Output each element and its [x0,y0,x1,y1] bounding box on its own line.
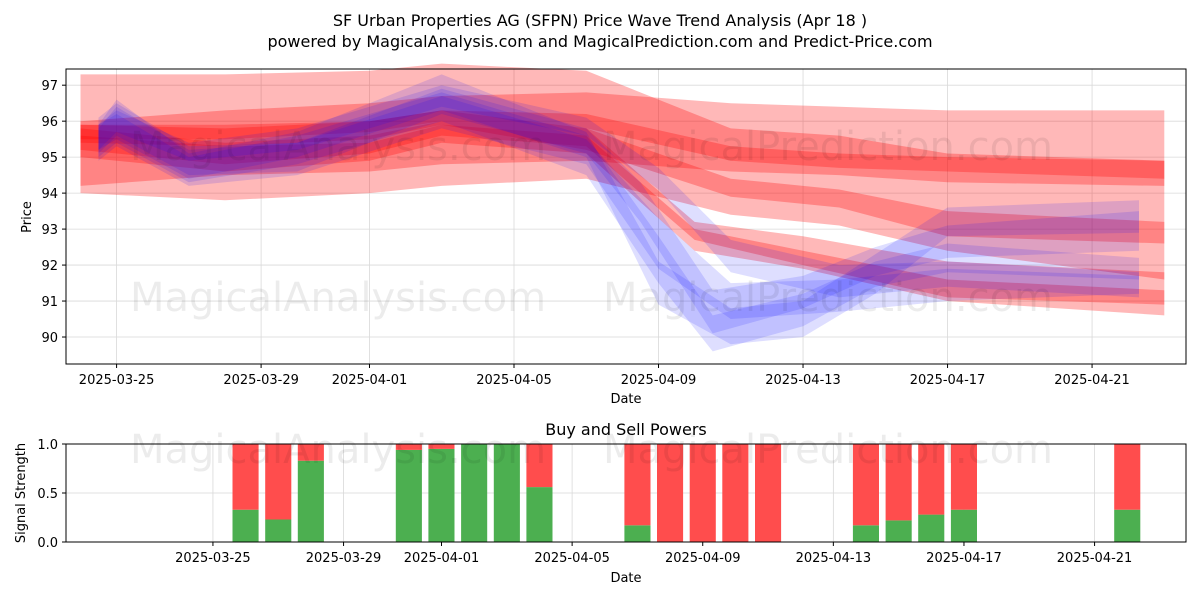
power-xtick-label-5: 2025-04-13 [796,551,872,566]
price-y-label: Price [20,201,35,233]
buy-bar-2025-04-14 [852,525,879,542]
watermark-analysis-bottom: MagicalAnalysis.com [130,427,546,473]
red-band-5 [80,124,1165,305]
price-xtick-label-0: 2025-03-25 [79,373,155,388]
watermark-prediction-top: MagicalPrediction.com [603,124,1053,170]
blue-band-2 [98,85,1139,298]
power-y-label: Signal Strength [14,443,29,543]
price-xtick-label-3: 2025-04-05 [476,373,552,388]
watermark-prediction-bottom: MagicalPrediction.com [603,427,1053,473]
power-ytick-label-0: 0.0 [37,536,58,551]
buy-bar-2025-04-04 [526,487,553,542]
power-xtick-label-1: 2025-03-29 [306,551,382,566]
price-ytick-label-3: 93 [41,223,58,238]
blue-wave-bands [98,74,1139,352]
power-xtick-label-3: 2025-04-05 [534,551,610,566]
power-chart: Buy and Sell Powers MagicalAnalysis.com … [14,420,1187,586]
power-xtick-label-2: 2025-04-01 [404,551,480,566]
buy-bar-2025-03-31 [395,449,422,542]
power-x-ticks: 2025-03-25 2025-03-29 2025-04-01 2025-04-05… [175,542,1132,566]
power-bars [232,444,1141,542]
sell-bar-2025-04-17 [950,444,977,510]
watermark-prediction-mid: MagicalPrediction.com [603,275,1053,321]
price-xtick-label-5: 2025-04-13 [765,373,841,388]
sell-bar-2025-03-26 [232,444,259,510]
red-band-2 [80,63,1165,280]
red-band-0 [80,110,1165,244]
blue-band-4 [98,74,1139,345]
sell-bar-2025-04-10 [722,444,749,542]
watermark-analysis-mid: MagicalAnalysis.com [130,275,546,321]
price-ytick-label-1: 91 [41,295,58,310]
price-xtick-label-6: 2025-04-17 [910,373,986,388]
price-grid [66,69,1186,364]
price-xtick-label-2: 2025-04-01 [332,373,408,388]
sell-bar-2025-04-04 [526,444,553,488]
sell-bar-2025-04-22 [1114,444,1141,510]
chart-subtitle: powered by MagicalAnalysis.com and Magic… [267,32,932,51]
power-xtick-label-4: 2025-04-09 [665,551,741,566]
sell-bar-2025-04-07 [624,444,651,526]
power-ytick-label-1: 0.5 [37,487,58,502]
power-xtick-label-7: 2025-04-21 [1057,551,1133,566]
sell-bar-2025-04-01 [428,444,455,449]
price-ytick-label-0: 90 [41,331,58,346]
buy-bar-2025-03-27 [265,519,292,542]
buy-bar-2025-04-22 [1114,509,1141,542]
sell-bar-2025-04-08 [657,444,684,542]
red-band-3 [80,92,1165,186]
price-ytick-label-7: 97 [41,79,58,94]
sell-bar-2025-04-16 [918,444,945,515]
power-ytick-label-2: 1.0 [37,438,58,453]
power-x-label: Date [610,571,641,586]
price-ytick-label-5: 95 [41,151,58,166]
sell-bar-2025-03-31 [395,444,422,450]
buy-bar-2025-04-17 [950,509,977,542]
chart-title: SF Urban Properties AG (SFPN) Price Wave… [333,11,867,30]
price-y-ticks: 90 91 92 93 94 95 96 97 [41,79,66,346]
red-band-1 [80,110,1165,179]
price-chart: MagicalAnalysis.com MagicalPrediction.co… [20,63,1187,407]
power-y-ticks: 0.0 0.5 1.0 [37,438,66,551]
price-ytick-label-2: 92 [41,259,58,274]
buy-bar-2025-03-28 [297,460,324,542]
price-xtick-label-1: 2025-03-29 [223,373,299,388]
sell-bar-2025-04-09 [689,444,716,542]
power-xtick-label-0: 2025-03-25 [175,551,251,566]
price-x-ticks: 2025-03-25 2025-03-29 2025-04-01 2025-04-05… [79,364,1130,388]
sell-bar-2025-04-15 [885,444,912,521]
buy-bar-2025-04-16 [918,514,945,542]
watermark-analysis-top: MagicalAnalysis.com [130,124,546,170]
blue-band-0 [98,88,1139,334]
power-xtick-label-6: 2025-04-17 [926,551,1002,566]
buy-bar-2025-04-07 [624,525,651,542]
price-ytick-label-4: 94 [41,187,58,202]
sell-bar-2025-04-11 [755,444,782,542]
sell-bar-2025-03-27 [265,444,292,520]
buy-bar-2025-03-26 [232,509,259,542]
price-axes-frame [65,68,1187,365]
red-wave-bands [80,63,1165,316]
price-x-label: Date [610,392,641,407]
blue-band-3 [98,96,1139,319]
red-band-4 [80,121,1165,316]
price-xtick-label-4: 2025-04-09 [621,373,697,388]
buy-bar-2025-04-01 [428,448,455,542]
price-ytick-label-6: 96 [41,115,58,130]
power-title: Buy and Sell Powers [545,420,707,439]
buy-bar-2025-04-15 [885,520,912,542]
buy-bar-2025-04-02 [461,444,488,542]
buy-bar-2025-04-03 [493,444,520,542]
sell-bar-2025-03-28 [297,444,324,461]
sell-bar-2025-04-14 [852,444,879,526]
blue-band-1 [98,92,1139,352]
price-xtick-label-7: 2025-04-21 [1054,373,1130,388]
